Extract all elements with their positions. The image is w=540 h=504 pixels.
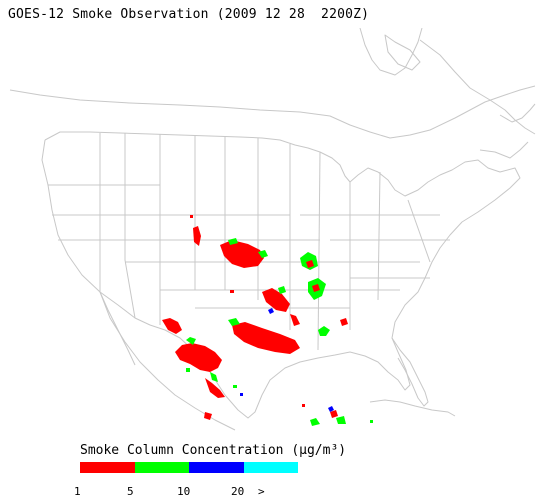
legend-swatch-red bbox=[80, 462, 135, 473]
hudson-bay-outline bbox=[359, 27, 423, 76]
newfoundland-outline bbox=[499, 103, 536, 123]
legend-title: Smoke Column Concentration (µg/m³) bbox=[80, 443, 347, 458]
legend-colorbar bbox=[80, 462, 298, 473]
state-line bbox=[317, 151, 321, 351]
state-line bbox=[407, 199, 431, 263]
legend-tick-gt: > bbox=[258, 485, 265, 498]
baja-outline bbox=[99, 291, 136, 366]
smoke-map bbox=[0, 27, 540, 438]
legend-swatch-green bbox=[134, 462, 189, 473]
eastern-canada-outline bbox=[419, 39, 536, 135]
smoke-overlay bbox=[162, 215, 373, 426]
legend-tick-5: 5 bbox=[127, 485, 134, 498]
state-line bbox=[124, 133, 136, 319]
legend-tick-20: 20 bbox=[231, 485, 245, 498]
state-line bbox=[377, 171, 381, 301]
legend-swatch-cyan bbox=[243, 462, 298, 473]
arctic-island-outline bbox=[384, 34, 421, 71]
cuba-outline bbox=[369, 399, 456, 417]
canada-outline bbox=[9, 85, 536, 139]
map-title: GOES-12 Smoke Observation (2009 12 28 22… bbox=[8, 7, 370, 22]
florida-outline bbox=[391, 337, 429, 407]
legend-tick-1: 1 bbox=[74, 485, 81, 498]
legend-tick-10: 10 bbox=[177, 485, 191, 498]
legend-swatch-blue bbox=[189, 462, 244, 473]
us-outline bbox=[41, 131, 521, 419]
nova-scotia-outline bbox=[479, 141, 529, 159]
